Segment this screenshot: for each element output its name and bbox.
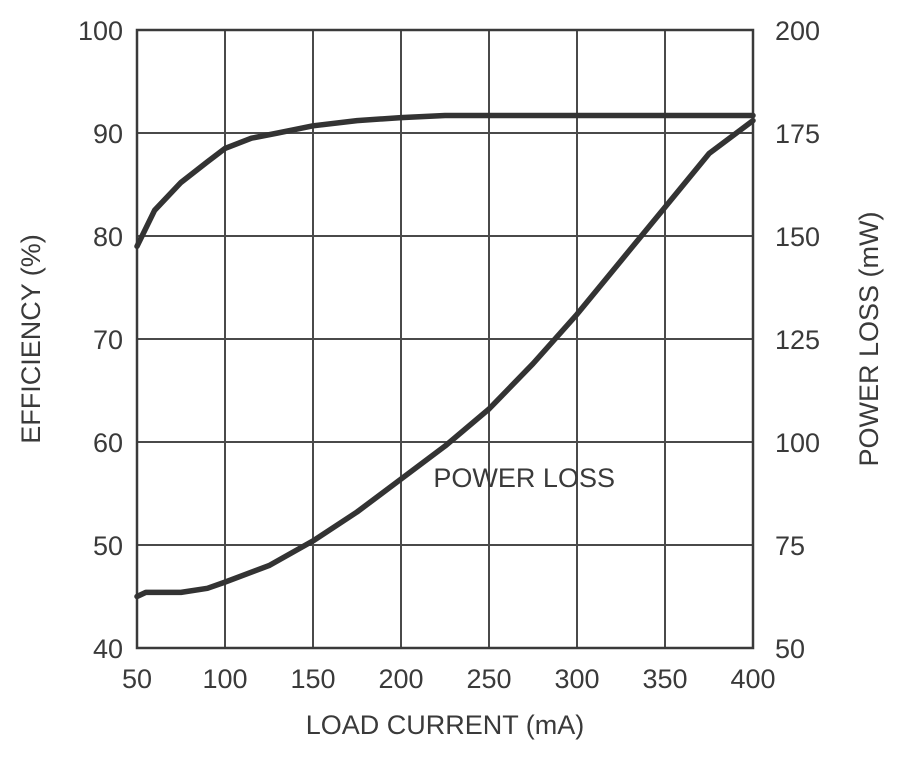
left-y-tick-label: 100 <box>78 16 123 46</box>
x-axis-title: LOAD CURRENT (mA) <box>306 710 585 740</box>
x-tick-label: 400 <box>730 664 775 694</box>
right-y-tick-label: 100 <box>775 428 820 458</box>
right-y-tick-label: 75 <box>775 531 805 561</box>
x-tick-label: 350 <box>642 664 687 694</box>
plot-frame <box>135 28 755 650</box>
tick-labels: 50 100 150 200 250 300 350 40040506070809010050… <box>78 16 820 694</box>
x-tick-label: 200 <box>378 664 423 694</box>
x-tick-label: 100 <box>202 664 247 694</box>
power-loss-annotation: POWER LOSS <box>433 463 615 493</box>
x-tick-label: 150 <box>290 664 335 694</box>
left-y-tick-label: 60 <box>93 428 123 458</box>
right-y-tick-label: 125 <box>775 325 820 355</box>
left-y-tick-label: 90 <box>93 119 123 149</box>
right-y-axis-title: POWER LOSS (mW) <box>854 212 884 467</box>
right-y-tick-label: 200 <box>775 16 820 46</box>
series-group <box>134 112 756 600</box>
left-y-tick-label: 50 <box>93 531 123 561</box>
left-y-tick-label: 80 <box>93 222 123 252</box>
grid <box>137 30 753 648</box>
left-y-tick-label: 40 <box>93 634 123 664</box>
right-y-tick-label: 50 <box>775 634 805 664</box>
efficiency-line <box>134 112 756 250</box>
right-y-tick-label: 175 <box>775 119 820 149</box>
left-y-tick-label: 70 <box>93 325 123 355</box>
x-tick-label: 50 <box>122 664 152 694</box>
right-y-tick-label: 150 <box>775 222 820 252</box>
left-y-axis-title: EFFICIENCY (%) <box>16 234 46 444</box>
x-tick-label: 300 <box>554 664 599 694</box>
x-tick-label: 250 <box>466 664 511 694</box>
power-loss-line <box>134 117 756 600</box>
